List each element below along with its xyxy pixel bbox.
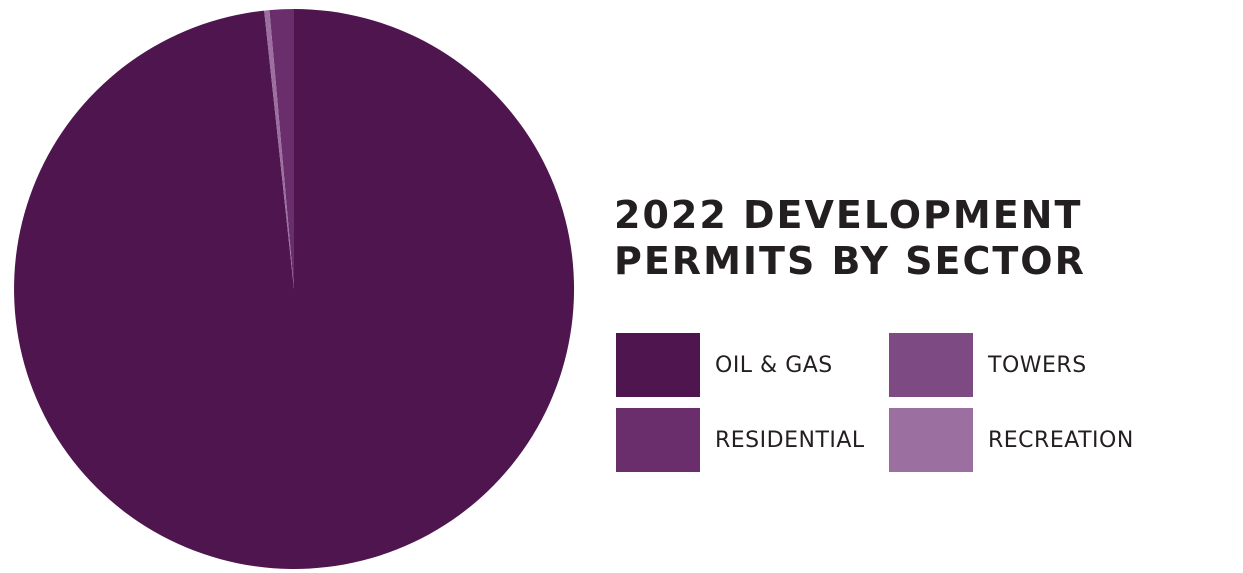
legend-label-oil-gas: OIL & GAS bbox=[715, 352, 833, 378]
legend-item-towers: TOWERS bbox=[889, 333, 1087, 397]
legend-item-residential: RESIDENTIAL bbox=[616, 408, 865, 472]
legend-swatch-residential bbox=[616, 408, 700, 472]
pie-chart bbox=[14, 8, 575, 569]
legend-item-recreation: RECREATION bbox=[889, 408, 1134, 472]
legend-label-residential: RESIDENTIAL bbox=[715, 427, 865, 453]
legend-label-towers: TOWERS bbox=[988, 352, 1087, 378]
legend-swatch-recreation bbox=[889, 408, 973, 472]
chart-title: 2022 DEVELOPMENT PERMITS BY SECTOR bbox=[614, 193, 1086, 283]
legend: OIL & GAS TOWERS RESIDENTIAL RECREATION bbox=[616, 333, 1216, 473]
pie-slice-residential bbox=[269, 8, 294, 289]
pie-slice-oil-gas bbox=[14, 8, 575, 569]
legend-swatch-towers bbox=[889, 333, 973, 397]
pie-slice-recreation bbox=[264, 10, 294, 290]
legend-label-recreation: RECREATION bbox=[988, 427, 1134, 453]
legend-item-oil-gas: OIL & GAS bbox=[616, 333, 833, 397]
legend-swatch-oil-gas bbox=[616, 333, 700, 397]
